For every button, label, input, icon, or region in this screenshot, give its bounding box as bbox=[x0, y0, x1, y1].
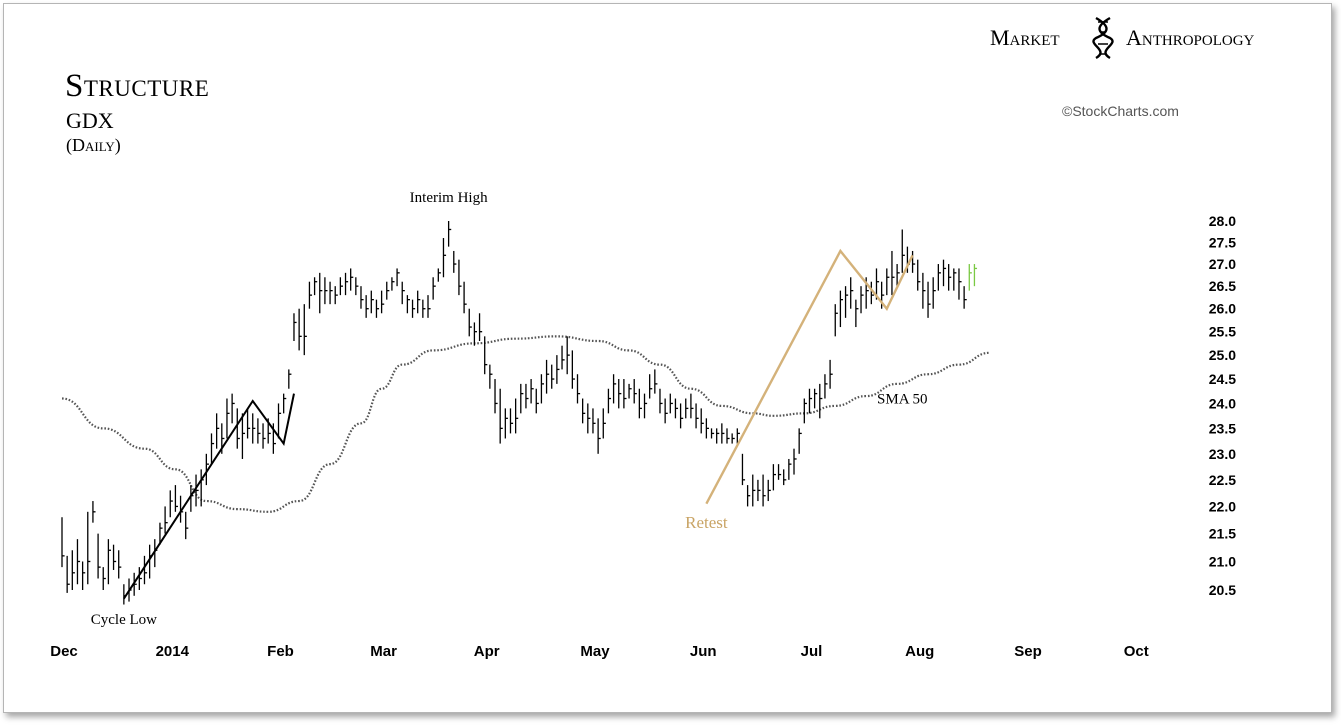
x-axis: Dec 2014 Feb Mar Apr May Jun Jul Aug Sep Oct bbox=[50, 643, 1149, 660]
annotations: Interim High Cycle Low Retest SMA 50 bbox=[91, 190, 928, 628]
y-tick-label: 26.0 bbox=[1209, 301, 1236, 317]
annotation-interim-high: Interim High bbox=[410, 190, 488, 206]
chart-period: (Daily) bbox=[66, 135, 121, 155]
y-tick-label: 26.5 bbox=[1209, 278, 1236, 294]
trend-lines bbox=[123, 248, 914, 600]
annotation-cycle-low: Cycle Low bbox=[91, 612, 157, 628]
chart-ticker: GDX bbox=[66, 108, 114, 133]
x-tick-label: 2014 bbox=[156, 643, 190, 660]
trend-line-black bbox=[123, 393, 295, 600]
y-tick-label: 20.5 bbox=[1209, 582, 1236, 598]
y-tick-label: 25.0 bbox=[1209, 347, 1236, 363]
chart-frame bbox=[3, 3, 1332, 713]
x-tick-label: Jul bbox=[801, 643, 823, 660]
x-tick-label: Dec bbox=[50, 643, 78, 660]
y-tick-label: 24.5 bbox=[1209, 371, 1236, 387]
y-tick-label: 23.0 bbox=[1209, 446, 1236, 462]
x-tick-label: Feb bbox=[267, 643, 294, 660]
y-tick-label: 27.5 bbox=[1209, 234, 1236, 250]
source-credit: ©StockCharts.com bbox=[1062, 103, 1179, 119]
x-tick-label: Oct bbox=[1124, 643, 1149, 660]
annotation-sma-50: SMA 50 bbox=[877, 391, 927, 407]
trend-line-tan bbox=[705, 248, 914, 505]
y-tick-label: 22.5 bbox=[1209, 472, 1236, 488]
y-tick-label: 21.5 bbox=[1209, 526, 1236, 542]
x-tick-label: Aug bbox=[905, 643, 934, 660]
y-tick-label: 27.0 bbox=[1209, 256, 1236, 272]
y-tick-label: 21.0 bbox=[1209, 553, 1236, 569]
y-tick-label: 28.0 bbox=[1209, 213, 1236, 229]
y-tick-label: 25.5 bbox=[1209, 324, 1236, 340]
y-tick-label: 22.0 bbox=[1209, 498, 1236, 514]
sma-series bbox=[61, 335, 990, 513]
x-tick-label: Jun bbox=[690, 643, 717, 660]
x-tick-label: Sep bbox=[1014, 643, 1042, 660]
x-tick-label: May bbox=[580, 643, 610, 660]
y-tick-label: 23.5 bbox=[1209, 420, 1236, 436]
brand-logo: Market Anthropology bbox=[988, 16, 1318, 60]
annotation-retest: Retest bbox=[685, 513, 728, 532]
dna-helix-icon bbox=[1092, 16, 1114, 60]
sma-50-line bbox=[61, 335, 990, 513]
y-axis: 28.0 27.5 27.0 26.5 26.0 25.5 25.0 24.5 24.0 23.5… bbox=[1209, 213, 1236, 598]
y-tick-label: 24.0 bbox=[1209, 395, 1236, 411]
brand-name-right: Anthropology bbox=[1126, 25, 1255, 50]
chart-title: Structure bbox=[65, 68, 210, 104]
brand-name-left: Market bbox=[990, 25, 1060, 50]
x-tick-label: Mar bbox=[370, 643, 397, 660]
x-tick-label: Apr bbox=[474, 643, 500, 660]
ohlc-bars bbox=[61, 221, 978, 605]
